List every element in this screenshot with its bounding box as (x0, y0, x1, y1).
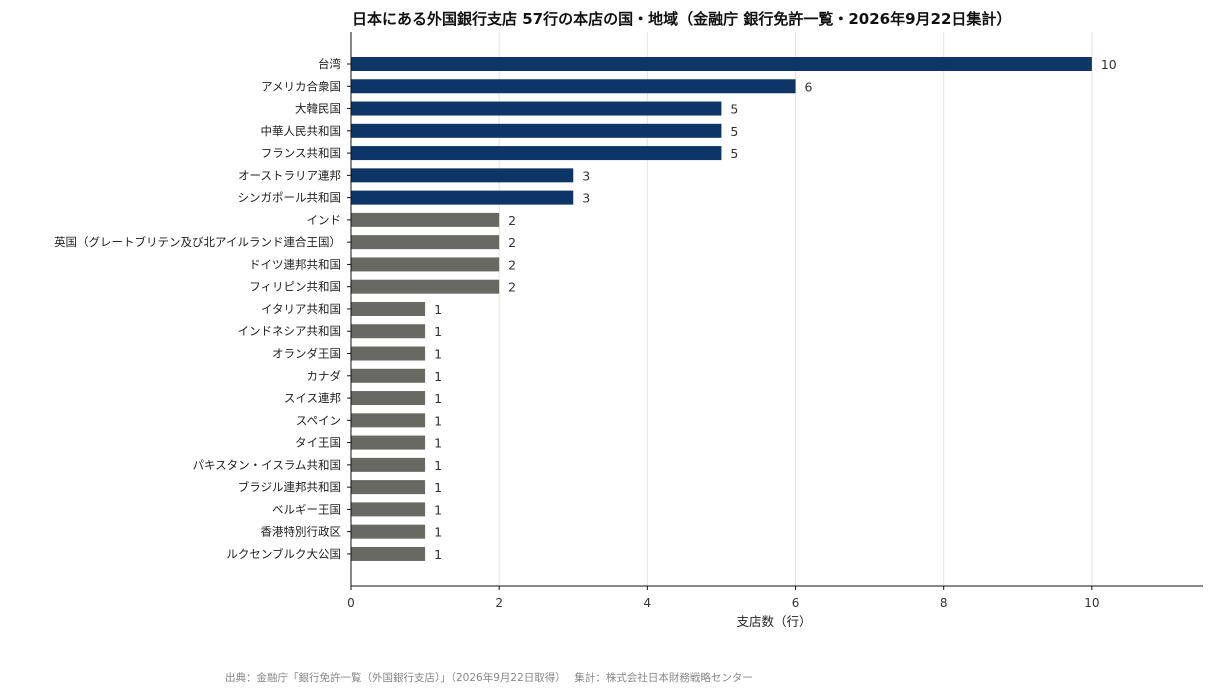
value-label: 5 (730, 146, 738, 161)
category-label: カナダ (307, 369, 342, 383)
category-label: パキスタン・イスラム共和国 (193, 458, 341, 472)
value-label: 1 (434, 302, 442, 317)
bar (351, 368, 426, 383)
bar (351, 502, 426, 517)
category-label: ブラジル連邦共和国 (238, 480, 341, 494)
bar (351, 57, 1092, 71)
x-tick-label: 4 (644, 596, 652, 610)
value-label: 1 (434, 347, 442, 362)
bar (351, 413, 426, 428)
value-label: 5 (730, 124, 738, 139)
category-label: 英国（グレートブリテン及び北アイルランド連合王国） (54, 235, 341, 249)
value-label: 1 (434, 525, 442, 540)
bar (351, 101, 722, 116)
bar (351, 457, 426, 472)
category-label: オランダ王国 (272, 347, 341, 361)
value-label: 3 (582, 191, 590, 206)
grid-lines (498, 32, 1093, 586)
bar (351, 257, 500, 272)
bar (351, 79, 796, 94)
category-label: インドネシア共和国 (238, 324, 342, 338)
category-label: 香港特別行政区 (261, 525, 342, 539)
bar (351, 524, 426, 539)
value-label: 5 (730, 102, 738, 117)
value-label: 1 (434, 502, 442, 517)
bar (351, 391, 426, 406)
category-label: 台湾 (318, 57, 341, 71)
category-label: スイス連邦 (284, 391, 341, 405)
bar (351, 279, 500, 294)
value-label: 1 (434, 480, 442, 495)
bar (351, 546, 426, 561)
category-label: オーストラリア連邦 (238, 168, 341, 182)
bar (351, 346, 426, 361)
value-label: 1 (434, 413, 442, 428)
x-tick-label: 2 (495, 596, 503, 610)
category-label: ルクセンブルク大公国 (226, 547, 341, 561)
value-label: 3 (582, 168, 590, 183)
category-label: フランス共和国 (261, 146, 341, 160)
value-label: 1 (434, 547, 442, 562)
category-label: 大韓民国 (295, 102, 341, 116)
bar (351, 212, 500, 227)
value-label: 6 (805, 79, 813, 94)
value-label: 2 (508, 213, 516, 228)
source-note: 出典：金融庁「銀行免許一覧（外国銀行支店）」（2026年9月22日取得） 集計：… (225, 672, 753, 684)
category-label: タイ王国 (295, 436, 341, 450)
bar (351, 190, 574, 205)
category-label: シンガポール共和国 (238, 191, 342, 205)
value-label: 1 (434, 436, 442, 451)
value-label: 2 (508, 235, 516, 250)
bar (351, 480, 426, 495)
value-label: 1 (434, 391, 442, 406)
category-label: イタリア共和国 (261, 302, 341, 316)
category-labels: 台湾アメリカ合衆国大韓民国中華人民共和国フランス共和国オーストラリア連邦シンガポ… (54, 57, 351, 561)
category-label: 中華人民共和国 (261, 124, 342, 138)
value-label: 10 (1101, 57, 1117, 72)
value-label: 2 (508, 257, 516, 272)
chart-title: 日本にある外国銀行支店 57行の本店の国・地域（金融庁 銀行免許一覧・2026年… (352, 10, 1012, 28)
x-ticks: 0 2 4 6 8 10 (347, 586, 1100, 610)
value-label: 1 (434, 458, 442, 473)
value-labels: 10 6 5 5 5 3 3 2 2 2 2 1 1 1 1 1 1 1 1 1 1 1 1 (434, 57, 1117, 562)
bar (351, 123, 722, 138)
bar (351, 324, 426, 339)
bar (351, 235, 500, 250)
x-tick-label: 0 (347, 596, 355, 610)
bar (351, 301, 426, 316)
category-label: フィリピン共和国 (249, 280, 341, 294)
value-label: 2 (508, 280, 516, 295)
bar (351, 168, 574, 183)
value-label: 1 (434, 324, 442, 339)
category-label: インド (307, 213, 342, 227)
bar (351, 146, 722, 161)
x-tick-label: 6 (792, 596, 800, 610)
bars (351, 57, 1092, 561)
category-label: スペイン (296, 413, 341, 427)
x-tick-label: 10 (1084, 596, 1099, 610)
x-axis-label: 支店数（行） (736, 614, 811, 629)
category-label: ベルギー王国 (272, 502, 341, 516)
category-label: アメリカ合衆国 (261, 79, 341, 93)
bar (351, 435, 426, 450)
value-label: 1 (434, 369, 442, 384)
category-label: ドイツ連邦共和国 (249, 257, 341, 271)
x-tick-label: 8 (940, 596, 948, 610)
